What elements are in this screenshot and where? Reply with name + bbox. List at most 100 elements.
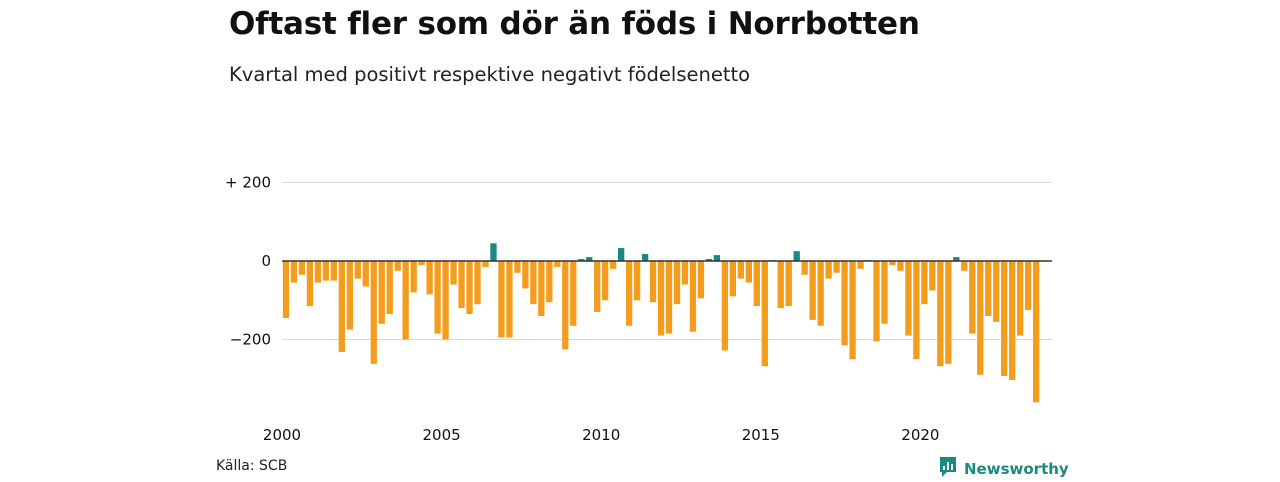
bar [1032,261,1040,403]
bar [785,261,792,307]
bar [729,261,737,297]
bar [689,261,697,332]
bar [386,261,393,314]
bar [681,261,689,285]
bar [482,261,489,267]
bar [817,261,824,326]
bar [394,261,401,271]
bar [977,261,984,375]
bar [490,243,497,261]
bar [554,261,561,267]
bar [450,261,457,285]
bar [625,261,633,326]
bar [961,261,968,271]
bar [897,261,904,271]
bar [562,261,569,350]
bar [298,261,306,275]
bar [713,255,721,261]
bar [418,261,425,265]
bar [873,261,880,342]
bar [434,261,441,334]
bar [737,261,744,279]
bar [498,261,505,338]
chart-title: Oftast fler som dör än föds i Norrbotten [229,6,920,42]
bar [354,261,361,279]
bar [881,261,888,324]
bar [889,261,896,265]
bar [586,257,593,261]
bar [721,261,729,351]
bar [602,261,609,301]
bar [514,261,521,273]
chart-subtitle: Kvartal med positivt respektive negativt… [229,63,751,86]
bar [761,261,768,367]
bar [1001,261,1008,376]
bar [538,261,545,316]
bar [649,261,657,303]
bar [410,261,417,293]
bar [993,261,1000,322]
bar [290,261,298,283]
bar [618,248,625,261]
bar [985,261,992,316]
bar [330,261,338,281]
newsworthy-logo-icon [938,456,958,482]
bar [905,261,912,336]
bar [610,261,617,269]
brand-name: Newsworthy [964,460,1069,478]
bar [745,261,752,283]
bar [578,259,585,261]
bars [282,243,1052,403]
x-tick-label: 2015 [742,426,780,444]
bar [506,261,513,338]
x-tick-label: 2020 [901,426,939,444]
bar [362,261,369,287]
bar [673,261,681,305]
bar [338,261,345,353]
bar [522,261,529,289]
bar [633,261,641,301]
bar [458,261,465,309]
bar [969,261,976,334]
bar [641,253,649,261]
bar [346,261,353,330]
bar [306,261,314,307]
bar [857,261,864,269]
bar [426,261,433,295]
y-tick-label: 0 [261,252,271,270]
bar [849,261,856,360]
bar [282,261,290,318]
bar [466,261,473,314]
bar [1024,261,1032,311]
bar [657,261,665,336]
bar [921,261,928,305]
bar [314,261,322,283]
bar [793,251,800,261]
bar [753,261,760,307]
x-tick-label: 2010 [582,426,620,444]
bar [474,261,481,305]
bar [945,261,952,364]
bar [825,261,832,279]
brand-logo: Newsworthy [938,456,1069,482]
bar [530,261,537,305]
bar [378,261,385,324]
bar [937,261,944,367]
bar [570,261,577,326]
bar [697,261,705,299]
x-tick-label: 2000 [263,426,301,444]
bar [841,261,848,346]
bar [801,261,808,275]
bar [809,261,816,320]
bar [442,261,449,340]
bar [665,261,673,334]
gridlines [282,182,1052,340]
bar [1017,261,1024,336]
bar [929,261,936,291]
bar [777,261,784,309]
axis-labels: + 200 0 −200 2000 2005 2010 2015 2020 [225,174,939,445]
y-tick-label: + 200 [225,174,271,192]
bar [594,261,601,313]
y-tick-label: −200 [230,331,271,349]
